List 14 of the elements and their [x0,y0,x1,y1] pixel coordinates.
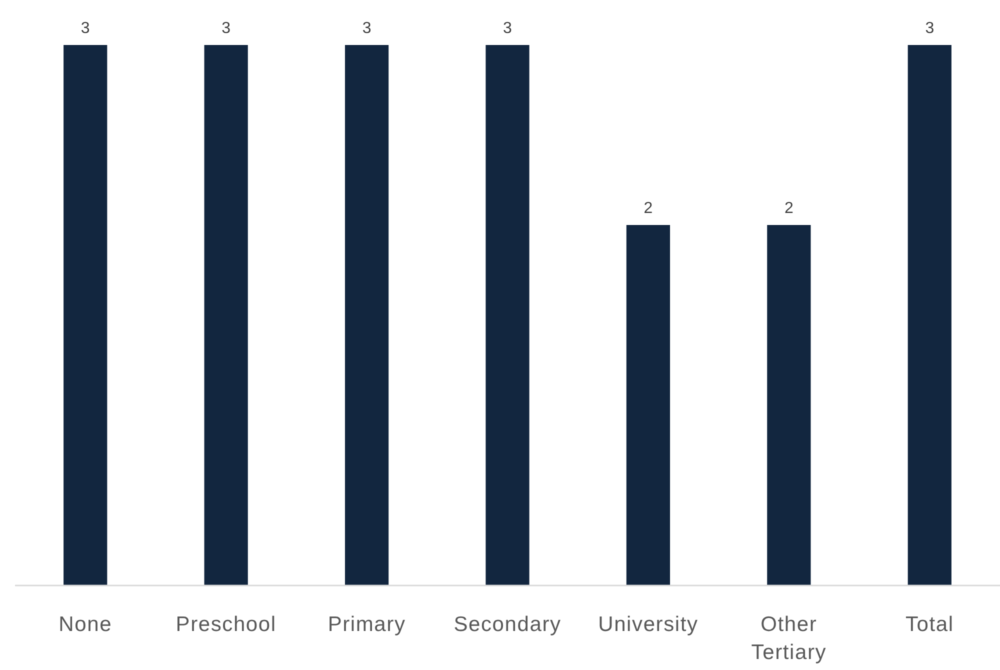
x-tick-label: University [598,613,698,636]
data-label: 3 [503,20,512,37]
x-tick-label: Total [905,613,954,636]
x-tick-label: None [58,613,112,636]
data-label: 2 [784,200,794,217]
data-label: 2 [644,200,653,217]
x-tick-label: Preschool [176,613,276,636]
data-label: 3 [362,20,372,37]
data-label: 3 [222,20,231,37]
x-tick-label: Secondary [454,613,562,636]
data-label: 3 [925,20,934,37]
x-tick-label: Other Tertiary [751,613,827,664]
data-label: 3 [80,20,90,37]
x-tick-label: Primary [328,613,406,636]
